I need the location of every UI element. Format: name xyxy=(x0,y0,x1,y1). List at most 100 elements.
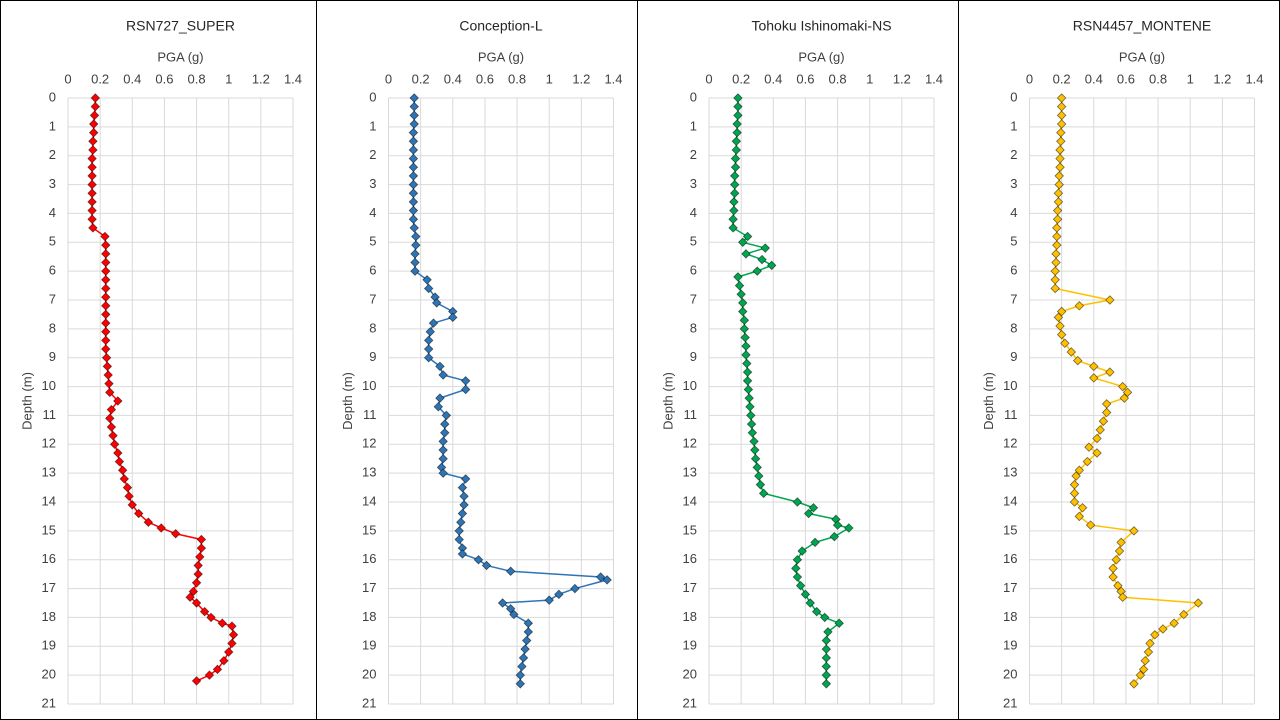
data-marker xyxy=(1158,624,1168,634)
panel-title: RSN727_SUPER xyxy=(126,18,235,34)
data-marker xyxy=(1056,136,1066,147)
y-tick-label: 3 xyxy=(690,176,697,191)
data-marker xyxy=(422,275,432,285)
data-marker xyxy=(441,410,452,421)
data-marker xyxy=(517,661,527,672)
data-marker xyxy=(457,549,468,559)
data-marker xyxy=(518,653,529,663)
y-tick-label: 6 xyxy=(369,263,376,278)
data-marker xyxy=(746,410,756,421)
data-marker xyxy=(438,468,448,478)
y-tick-label: 6 xyxy=(1010,263,1017,278)
data-marker xyxy=(1056,119,1067,129)
data-marker xyxy=(431,298,442,308)
x-tick-label: 0.6 xyxy=(155,71,173,86)
data-marker xyxy=(457,508,468,519)
data-marker xyxy=(1098,416,1109,426)
data-marker xyxy=(792,497,803,507)
y-tick-label: 9 xyxy=(690,349,697,364)
y-tick-label: 20 xyxy=(683,667,697,682)
data-marker xyxy=(204,670,215,680)
y-tick-label: 18 xyxy=(42,609,56,624)
y-tick-label: 6 xyxy=(49,263,56,278)
data-marker xyxy=(423,283,434,294)
data-marker xyxy=(428,318,439,328)
x-tick-label: 0.6 xyxy=(1117,71,1135,86)
x-tick-label: 0.4 xyxy=(123,71,141,86)
y-tick-label: 7 xyxy=(49,291,56,306)
data-marker xyxy=(435,361,445,372)
x-tick-label: 0.8 xyxy=(508,71,526,86)
x-tick-label: 0.2 xyxy=(412,71,430,86)
x-tick-label: 1 xyxy=(225,71,232,86)
data-marker xyxy=(423,352,434,363)
data-marker xyxy=(1108,572,1118,582)
data-marker xyxy=(456,517,466,527)
data-marker xyxy=(102,361,113,372)
data-marker xyxy=(1150,629,1160,640)
y-axis-label: Depth (m) xyxy=(981,372,996,430)
data-marker xyxy=(409,119,419,129)
panel: Tohoku Ishinomaki-NS PGA (g) Depth (m) 0 0.2… xyxy=(660,18,943,711)
data-marker xyxy=(758,488,769,499)
panel: RSN4457_MONTENE PGA (g) Depth (m) 0 0.2 0.4 0.… xyxy=(981,18,1264,711)
y-tick-label: 1 xyxy=(1010,118,1017,133)
x-tick-label: 0.8 xyxy=(1149,71,1167,86)
y-tick-label: 5 xyxy=(690,234,697,249)
y-tick-label: 18 xyxy=(362,609,376,624)
data-marker xyxy=(1143,647,1154,657)
y-tick-label: 9 xyxy=(49,349,56,364)
y-tick-label: 8 xyxy=(369,320,376,335)
data-marker xyxy=(101,344,111,354)
data-marker xyxy=(454,534,464,545)
data-marker xyxy=(156,523,166,533)
data-marker xyxy=(88,223,98,233)
data-marker xyxy=(1111,554,1122,565)
data-marker xyxy=(823,627,833,637)
data-marker xyxy=(1116,537,1126,548)
data-marker xyxy=(87,214,97,224)
x-tick-label: 0 xyxy=(1026,71,1033,86)
data-marker xyxy=(1138,664,1149,675)
data-marker xyxy=(829,531,840,542)
data-marker xyxy=(795,580,806,591)
y-tick-label: 5 xyxy=(369,234,376,249)
x-tick-label: 0.2 xyxy=(91,71,109,86)
y-tick-label: 17 xyxy=(683,580,697,595)
data-marker xyxy=(191,598,202,608)
x-axis-label: PGA (g) xyxy=(1119,49,1165,64)
data-marker xyxy=(745,402,755,412)
data-marker xyxy=(195,552,205,562)
y-tick-label: 21 xyxy=(362,695,376,710)
data-marker xyxy=(104,378,114,389)
data-marker xyxy=(505,604,516,614)
y-tick-label: 11 xyxy=(684,407,698,422)
y-tick-label: 19 xyxy=(1003,638,1017,653)
data-marker xyxy=(219,655,229,666)
y-tick-label: 10 xyxy=(42,378,56,393)
data-marker xyxy=(193,569,203,579)
x-tick-label: 0.8 xyxy=(829,71,847,86)
x-tick-label: 1 xyxy=(866,71,873,86)
y-tick-label: 18 xyxy=(1003,609,1017,624)
data-marker xyxy=(460,474,471,484)
y-tick-label: 11 xyxy=(1004,407,1018,422)
y-tick-label: 15 xyxy=(362,522,376,537)
data-marker xyxy=(1085,520,1096,530)
data-marker xyxy=(124,491,134,501)
data-marker xyxy=(88,127,99,138)
data-marker xyxy=(1129,679,1139,689)
data-marker xyxy=(228,629,239,640)
data-marker xyxy=(223,647,234,657)
data-marker xyxy=(1095,425,1105,435)
y-tick-label: 19 xyxy=(683,638,697,653)
y-tick-label: 14 xyxy=(42,493,56,508)
y-axis-label: Depth (m) xyxy=(19,372,34,430)
data-marker xyxy=(811,606,822,617)
x-tick-label: 0.2 xyxy=(732,71,750,86)
y-tick-label: 8 xyxy=(1010,320,1017,335)
y-tick-label: 10 xyxy=(362,378,376,393)
data-marker xyxy=(736,289,746,299)
x-tick-label: 1.2 xyxy=(572,71,590,86)
